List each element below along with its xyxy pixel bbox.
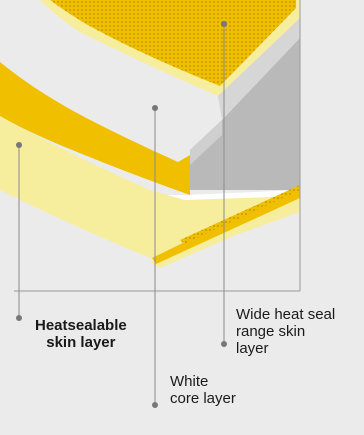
yellow-skin-band — [0, 62, 190, 195]
right-diagonal-skin — [150, 185, 300, 268]
wide-heat-seal-label-line1: Wide heat seal — [236, 306, 336, 323]
wide-heat-seal-range-skin-layer-label: Wide heat seal range skin layer — [236, 306, 335, 357]
gray-side-block — [190, 18, 300, 190]
heatsealable-skin-layer-label: Heatsealable skin layer — [35, 317, 127, 351]
white-core-layer-label: White core layer — [170, 373, 236, 407]
white-core-label-line2: core layer — [170, 390, 236, 407]
leader-heatsealable — [16, 142, 22, 321]
heatsealable-label-line2: skin layer — [46, 334, 116, 351]
leader-wide-heat-seal — [221, 21, 227, 347]
top-textured-skin-layer — [40, 0, 300, 96]
white-core-label-line1: White — [170, 373, 209, 390]
wide-heat-seal-label-line2: range skin — [236, 323, 306, 340]
wide-heat-seal-label-line3: layer — [236, 340, 269, 357]
leader-white-core — [152, 105, 158, 408]
heatsealable-label-line1: Heatsealable — [35, 317, 127, 334]
